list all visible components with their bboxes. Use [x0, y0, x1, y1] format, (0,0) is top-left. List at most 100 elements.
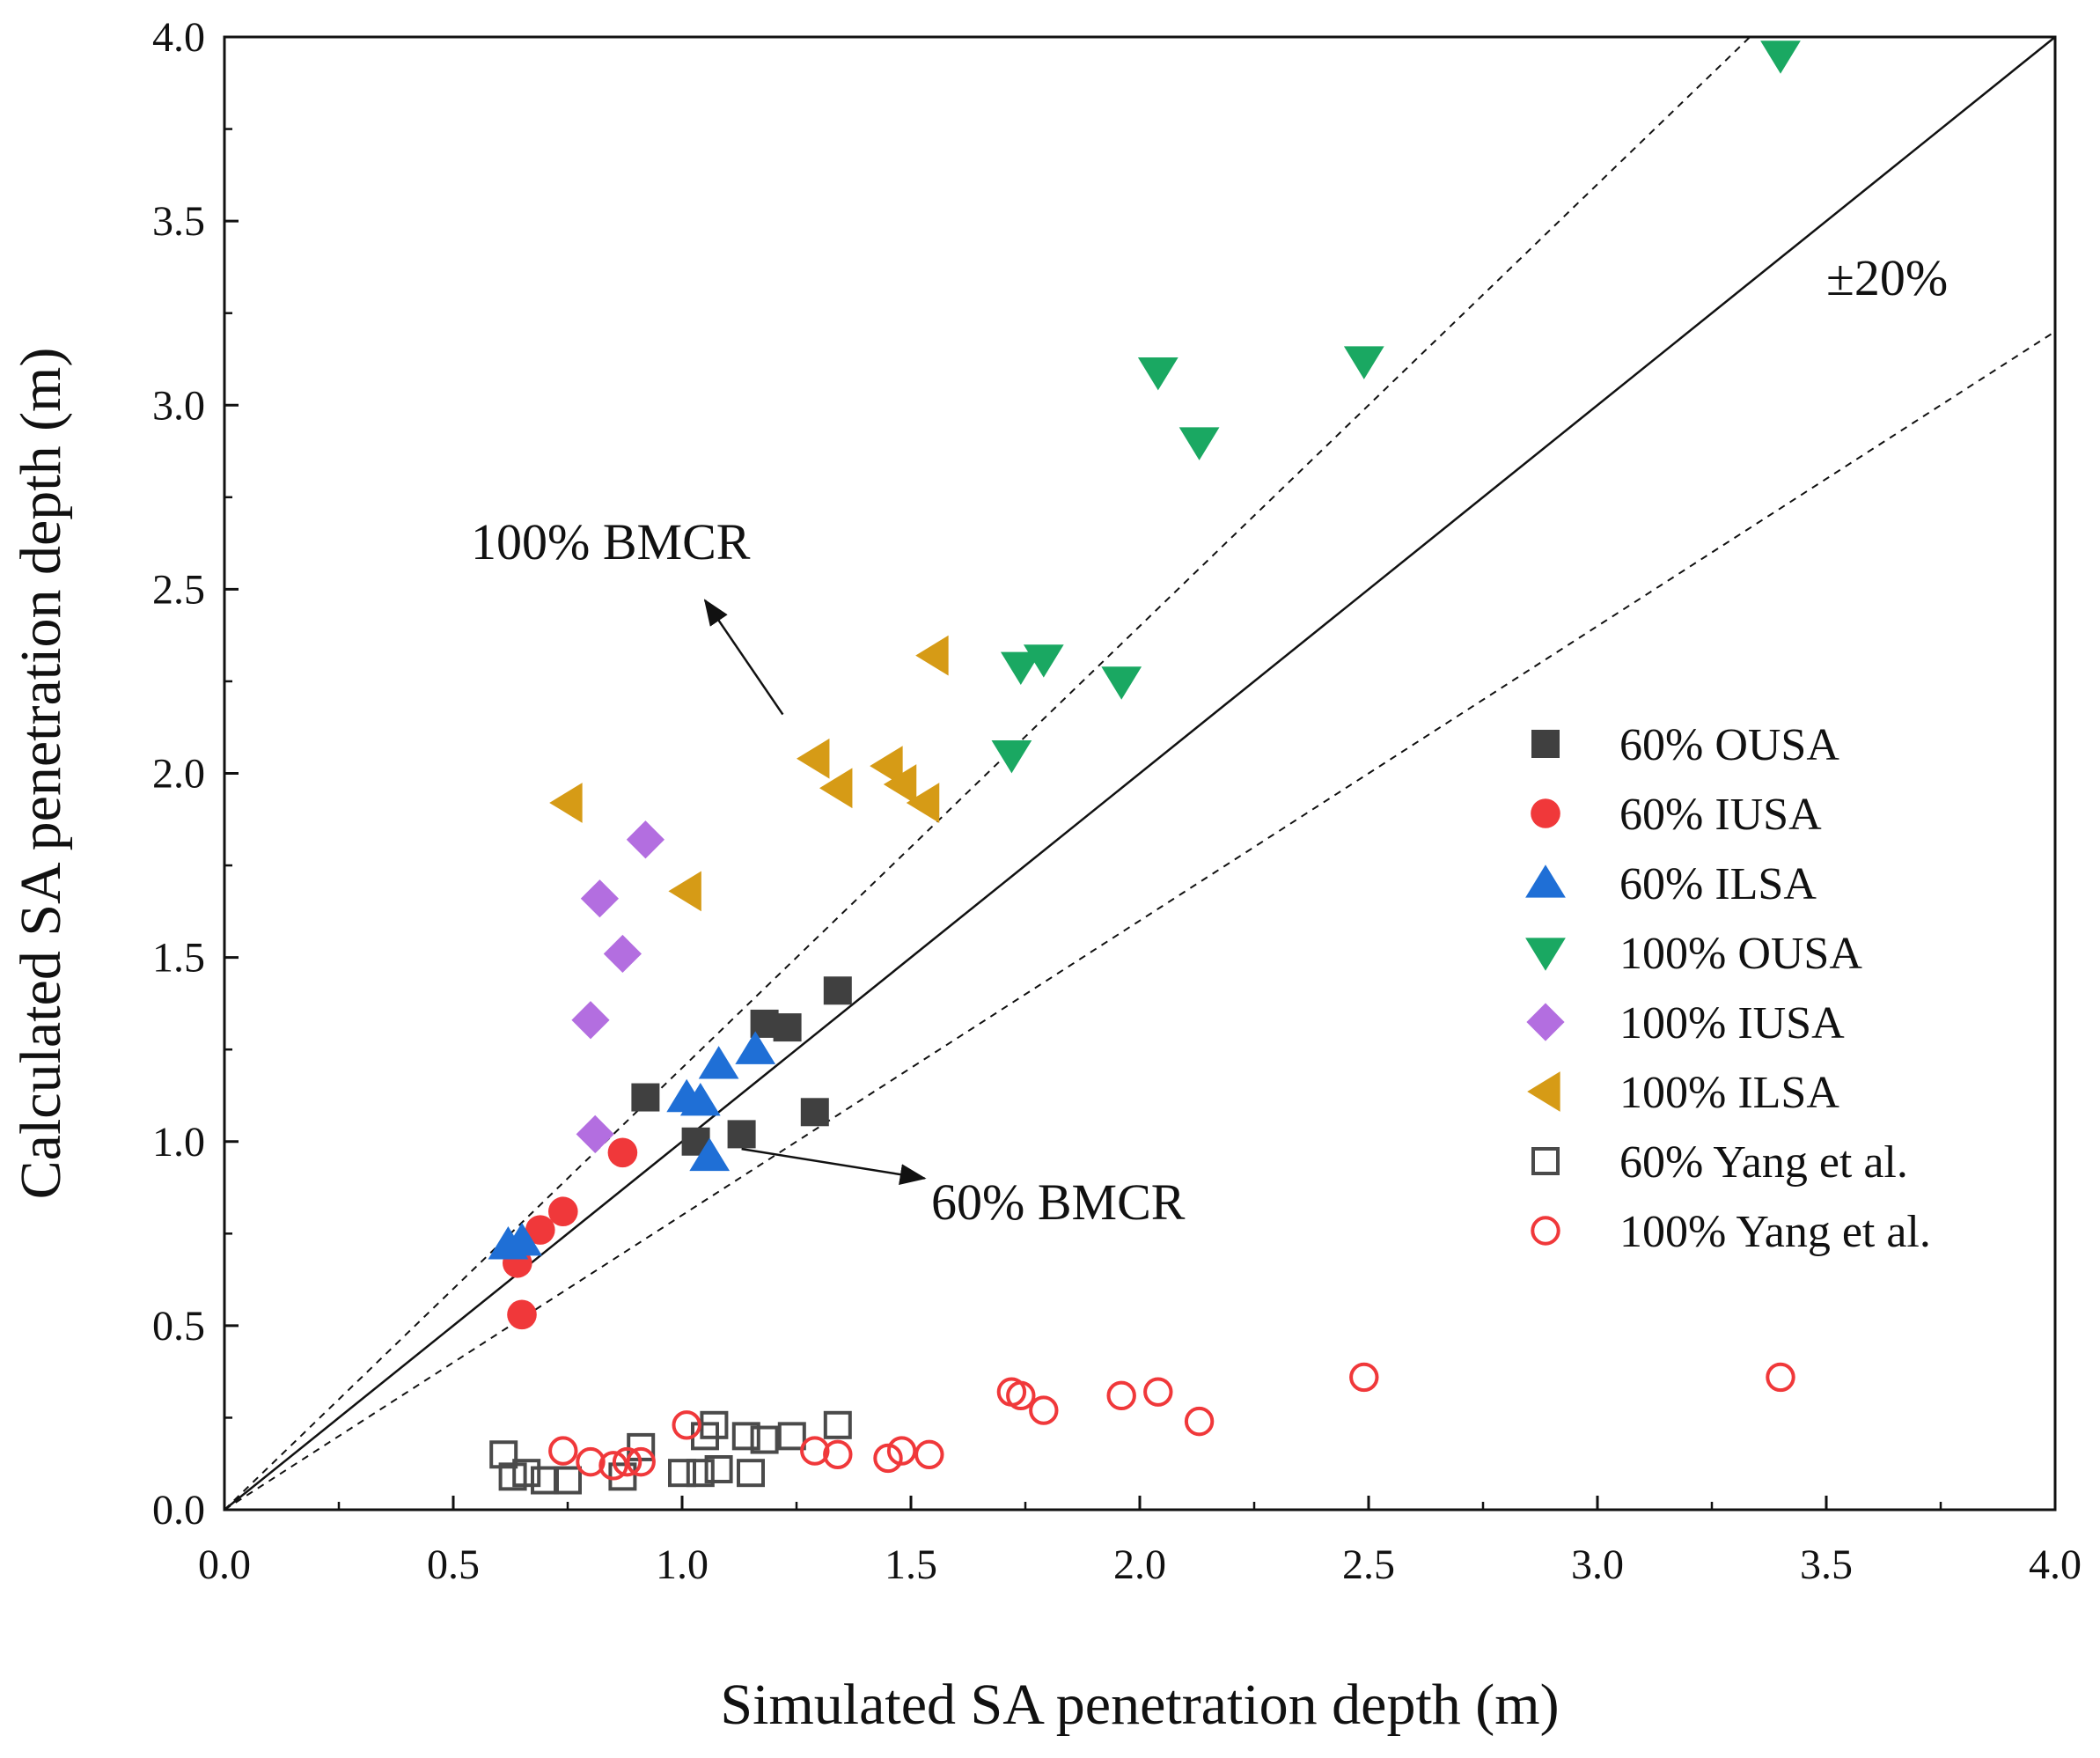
data-point	[502, 1222, 542, 1256]
data-point	[819, 768, 853, 809]
data-point	[886, 1436, 917, 1466]
data-point	[1006, 1380, 1036, 1411]
y-axis-title: Calculated SA penetration depth (m)	[9, 348, 73, 1200]
data-point	[698, 1046, 739, 1079]
data-point	[679, 1082, 721, 1116]
x-tick-label: 3.5	[1800, 1541, 1853, 1588]
data-point	[873, 1443, 903, 1474]
data-point	[580, 879, 619, 918]
legend-label: 60% Yang et al.	[1619, 1137, 1908, 1188]
series-60-ilsa	[488, 1031, 776, 1260]
axes: 0.0 0.5 1.0 1.5 2.0 2.5 3.0 3.5 4.0 0.0 0.5 1.0 1.5 2…	[152, 14, 2082, 1588]
data-point	[800, 1436, 830, 1466]
data-point	[668, 871, 701, 912]
data-point	[883, 764, 917, 805]
data-point	[1101, 666, 1142, 700]
data-point	[1343, 346, 1384, 379]
data-point	[627, 1432, 656, 1461]
data-point	[612, 1446, 642, 1477]
x-tick-label: 0.0	[198, 1541, 251, 1588]
data-point	[668, 1459, 696, 1488]
legend-marker	[1531, 798, 1560, 828]
data-point	[1106, 1380, 1136, 1411]
y-tick-label: 3.5	[152, 198, 205, 245]
annotation-100-bmcr: 100% BMCR	[471, 513, 751, 570]
legend-entry: 100% OUSA	[1525, 929, 1862, 979]
legend-label: 100% OUSA	[1619, 929, 1862, 979]
y-tick-label: 1.5	[152, 935, 205, 982]
data-point	[548, 1196, 578, 1227]
series-100-ilsa	[549, 635, 949, 912]
legend-entry: 60% Yang et al.	[1531, 1137, 1908, 1188]
series-60-ousa	[631, 976, 852, 1156]
legend-entry: 60% ILSA	[1525, 859, 1817, 909]
data-point	[571, 1001, 610, 1040]
data-point	[1760, 40, 1801, 74]
legend-marker	[1526, 1003, 1565, 1041]
data-point	[727, 1120, 756, 1149]
annotations: 100% BMCR 60% BMCR ±20%	[471, 249, 1948, 1231]
data-point	[489, 1440, 518, 1469]
data-point	[1143, 1377, 1173, 1407]
data-point	[823, 1439, 853, 1469]
data-point	[823, 976, 852, 1005]
data-point	[914, 1439, 944, 1469]
y-tick-label: 3.0	[152, 382, 205, 429]
arrow-60-bmcr	[741, 1147, 927, 1185]
legend-entry: 100% Yang et al.	[1531, 1207, 1931, 1257]
data-point	[631, 1083, 660, 1112]
legend-entry: 60% OUSA	[1531, 720, 1839, 770]
legend-entry: 100% ILSA	[1527, 1068, 1839, 1118]
annotation-60-bmcr: 60% BMCR	[931, 1173, 1186, 1231]
x-tick-label: 2.0	[1113, 1541, 1166, 1588]
data-point	[576, 1114, 614, 1153]
data-point	[626, 820, 665, 859]
data-point	[1137, 357, 1178, 391]
data-point	[750, 1425, 779, 1454]
data-point	[1766, 1362, 1795, 1393]
data-point	[672, 1410, 701, 1440]
legend-label: 60% IUSA	[1619, 790, 1822, 840]
legend-marker	[1525, 938, 1566, 971]
data-point	[1184, 1406, 1215, 1437]
legend: 60% OUSA 60% IUSA 60% ILSA 100% OUSA 100% IU…	[1525, 720, 1931, 1257]
data-point	[823, 1410, 852, 1439]
data-point	[603, 934, 642, 974]
legend-label: 60% ILSA	[1619, 859, 1817, 909]
legend-marker	[1531, 1216, 1560, 1246]
data-point	[737, 1459, 765, 1488]
series-100-ousa	[991, 40, 1801, 774]
data-point	[512, 1459, 541, 1488]
series-60-yang-et-al-	[489, 1410, 852, 1495]
data-point	[576, 1446, 606, 1477]
data-point	[915, 635, 949, 676]
y-tick-label: 1.0	[152, 1119, 205, 1166]
data-point	[735, 1031, 776, 1064]
y-tick-label: 4.0	[152, 14, 205, 61]
data-point	[731, 1422, 760, 1451]
data-point	[800, 1098, 829, 1127]
data-point	[1023, 644, 1064, 678]
data-point	[626, 1446, 656, 1477]
legend-label: 60% OUSA	[1619, 720, 1839, 770]
identity-line	[224, 37, 2055, 1510]
legend-marker	[1531, 730, 1560, 758]
legend-marker	[1525, 864, 1566, 898]
data-point	[1349, 1362, 1379, 1393]
y-tick-label: 0.0	[152, 1487, 205, 1534]
upper-band-line	[224, 37, 1751, 1510]
legend-label: 100% Yang et al.	[1619, 1207, 1931, 1257]
data-point	[607, 1137, 638, 1168]
x-axis-title: Simulated SA penetration depth (m)	[720, 1673, 1559, 1737]
data-point	[598, 1451, 628, 1481]
legend-marker	[1531, 1147, 1560, 1175]
x-tick-label: 0.5	[427, 1541, 480, 1588]
data-point	[525, 1215, 555, 1245]
y-tick-label: 2.5	[152, 566, 205, 613]
data-point	[797, 738, 830, 779]
series-100-yang-et-al-	[548, 1362, 1795, 1481]
data-point	[1000, 651, 1041, 686]
y-tick-label: 0.5	[152, 1303, 205, 1350]
series-100-iusa	[571, 820, 665, 1153]
data-point	[554, 1466, 582, 1495]
